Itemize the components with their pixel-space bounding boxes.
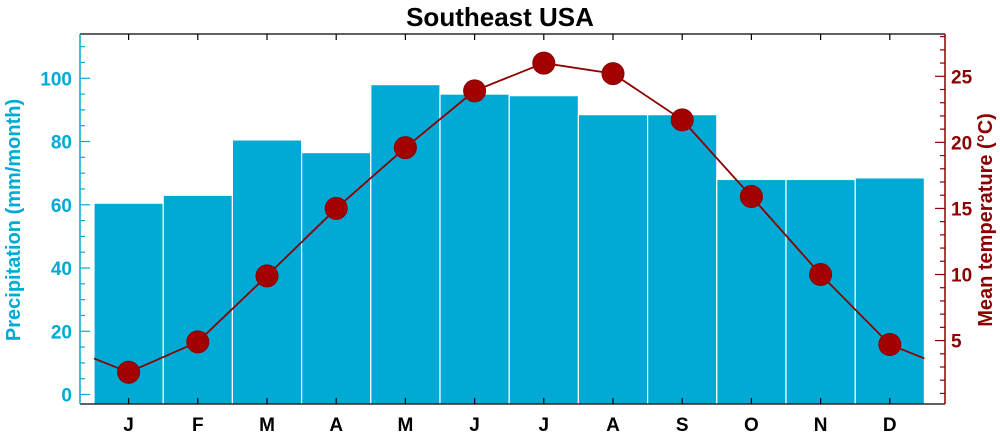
temperature-point bbox=[532, 51, 556, 75]
x-axis-tick-label: J bbox=[539, 415, 550, 435]
right-axis: 5 10 15 20 25 bbox=[935, 34, 973, 404]
left-axis-tick-label: 20 bbox=[51, 322, 72, 343]
temperature-point bbox=[186, 330, 210, 354]
temperature-point bbox=[255, 264, 279, 288]
temperature-point bbox=[393, 136, 417, 160]
x-axis-tick-label: M bbox=[259, 415, 275, 435]
temperature-point bbox=[463, 79, 487, 103]
precipitation-bar bbox=[716, 178, 787, 405]
temperature-point bbox=[601, 62, 625, 86]
temperature-line bbox=[93, 62, 925, 374]
precipitation-bar bbox=[508, 95, 580, 405]
x-axis-tick-label: J bbox=[469, 415, 480, 435]
right-axis-tick-label: 5 bbox=[951, 332, 962, 353]
precipitation-bar bbox=[854, 177, 926, 405]
plot-frame bbox=[80, 33, 945, 405]
bar-series bbox=[93, 83, 926, 405]
x-axis-tick-label: F bbox=[192, 415, 204, 435]
right-axis-tick-label: 15 bbox=[951, 199, 973, 220]
temperature-point bbox=[739, 185, 763, 209]
x-axis-tick-label: J bbox=[123, 415, 134, 435]
precipitation-bar bbox=[646, 114, 718, 405]
temperature-point bbox=[809, 263, 833, 286]
right-axis-tick-label: 20 bbox=[951, 133, 972, 154]
left-axis-tick-label: 40 bbox=[51, 259, 72, 280]
left-axis: 0 20 40 60 80 100 bbox=[40, 34, 90, 407]
temperature-point bbox=[117, 360, 141, 384]
precipitation-bar bbox=[370, 83, 441, 405]
x-axis-tick-label: N bbox=[814, 415, 828, 435]
right-axis-tick-label: 10 bbox=[951, 266, 972, 287]
precipitation-bar bbox=[162, 194, 233, 405]
precipitation-bar bbox=[301, 151, 372, 405]
chart-title: Southeast USA bbox=[406, 2, 594, 32]
precipitation-bar bbox=[577, 114, 649, 405]
x-axis-tick-label: A bbox=[606, 415, 620, 435]
temperature-point bbox=[878, 333, 902, 357]
temperature-point bbox=[670, 108, 694, 132]
precipitation-bar bbox=[439, 93, 510, 405]
temperature-point bbox=[324, 196, 348, 220]
left-axis-tick-label: 60 bbox=[51, 196, 72, 217]
x-axis-tick-label: O bbox=[744, 415, 759, 435]
left-axis-tick-label: 0 bbox=[61, 386, 72, 407]
right-axis-title: Mean temperature (°C) bbox=[975, 113, 997, 327]
precipitation-bar bbox=[785, 178, 856, 405]
x-axis-tick-label: D bbox=[883, 415, 897, 435]
left-axis-tick-label: 80 bbox=[51, 133, 72, 154]
left-axis-tick-label: 100 bbox=[40, 69, 72, 90]
left-axis-title: Precipitation (mm/month) bbox=[3, 99, 25, 341]
x-axis-tick-label: M bbox=[397, 415, 413, 435]
line-series bbox=[93, 51, 925, 384]
right-axis-tick-label: 25 bbox=[951, 67, 973, 88]
x-axis-tick-label: A bbox=[329, 415, 343, 435]
x-axis-tick-label: S bbox=[676, 415, 689, 435]
